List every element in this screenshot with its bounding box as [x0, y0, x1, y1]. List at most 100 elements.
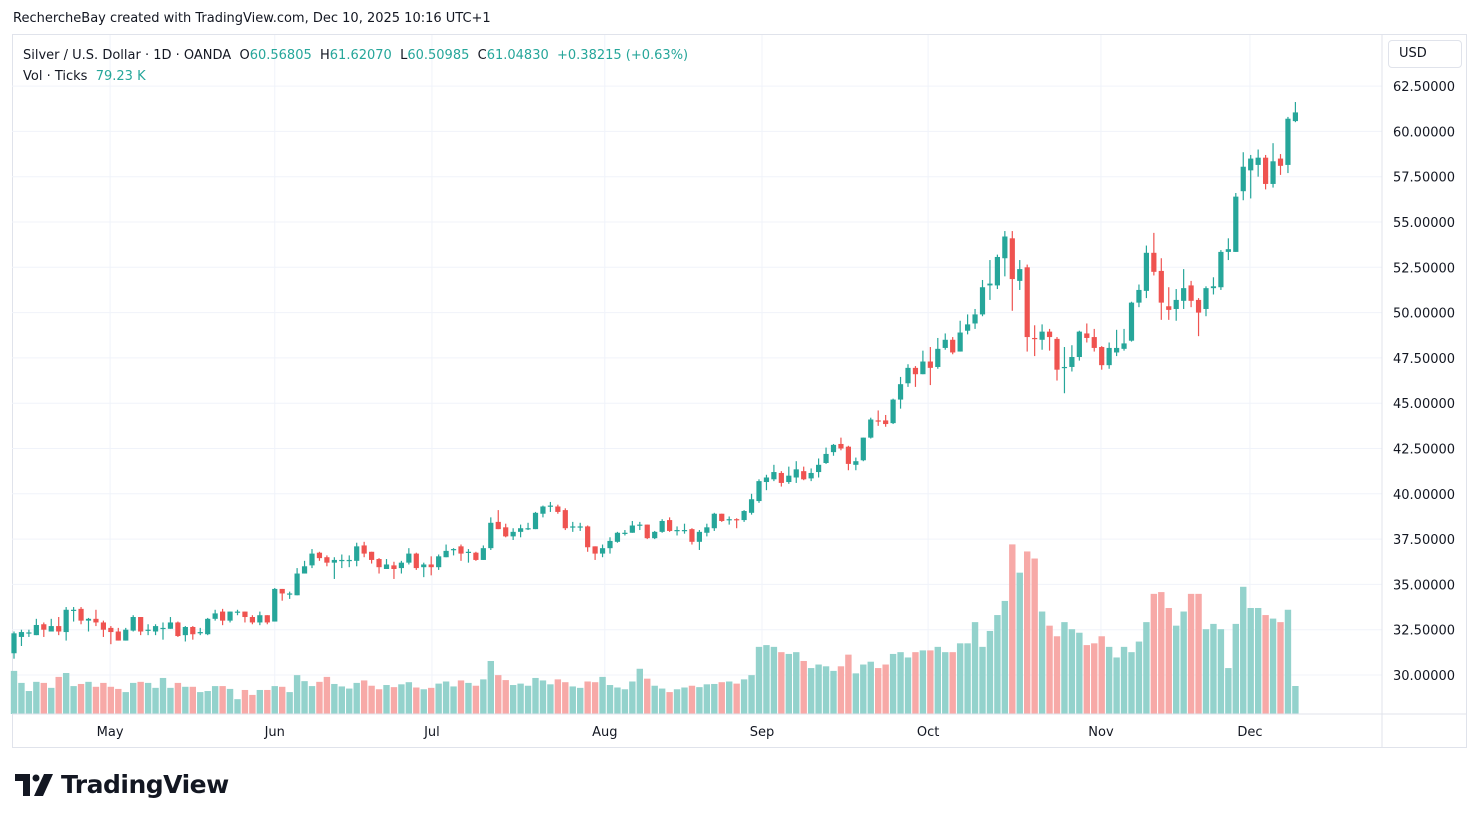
candle[interactable] — [346, 555, 352, 568]
candle[interactable] — [994, 254, 1000, 290]
candle[interactable] — [719, 513, 725, 522]
candle[interactable] — [473, 551, 479, 561]
candle[interactable] — [205, 617, 211, 636]
candle[interactable] — [71, 607, 77, 622]
candle[interactable] — [726, 516, 732, 525]
candle[interactable] — [1099, 346, 1105, 370]
candle[interactable] — [26, 629, 32, 637]
candle[interactable] — [897, 376, 904, 409]
candle[interactable] — [853, 457, 859, 471]
candle[interactable] — [681, 523, 688, 534]
candle[interactable] — [1218, 250, 1224, 290]
candle[interactable] — [436, 554, 442, 570]
candle[interactable] — [465, 549, 472, 563]
candle[interactable] — [1173, 289, 1179, 321]
candle[interactable] — [495, 510, 501, 530]
candle[interactable] — [1024, 264, 1030, 352]
candle[interactable] — [875, 410, 881, 426]
candle[interactable] — [696, 530, 702, 550]
candle[interactable] — [41, 622, 47, 637]
candle[interactable] — [644, 524, 650, 540]
candle[interactable] — [1121, 328, 1127, 351]
candle[interactable] — [883, 414, 889, 427]
candle[interactable] — [398, 560, 404, 574]
candle[interactable] — [354, 542, 360, 567]
candle[interactable] — [622, 530, 628, 536]
candle[interactable] — [592, 546, 598, 560]
candle[interactable] — [56, 617, 62, 636]
candle[interactable] — [778, 471, 784, 487]
candle[interactable] — [510, 528, 516, 541]
candle[interactable] — [108, 626, 114, 645]
candle[interactable] — [1136, 284, 1142, 308]
candle[interactable] — [93, 609, 99, 627]
candle[interactable] — [279, 588, 285, 601]
candle[interactable] — [294, 568, 300, 596]
candle[interactable] — [309, 549, 315, 569]
candle[interactable] — [264, 615, 270, 625]
candle[interactable] — [242, 611, 248, 623]
candle[interactable] — [1069, 345, 1075, 372]
candle[interactable] — [391, 561, 397, 579]
candle[interactable] — [1091, 328, 1097, 352]
candle[interactable] — [421, 562, 427, 578]
candle[interactable] — [1017, 260, 1023, 290]
candle[interactable] — [763, 474, 770, 491]
candle[interactable] — [667, 517, 673, 532]
candle[interactable] — [145, 624, 151, 636]
candle[interactable] — [674, 526, 680, 536]
candle[interactable] — [1225, 238, 1231, 261]
candle[interactable] — [1240, 152, 1246, 201]
candle[interactable] — [965, 314, 971, 335]
candle[interactable] — [175, 621, 181, 637]
candle[interactable] — [935, 337, 941, 369]
candle[interactable] — [383, 559, 390, 569]
candle[interactable] — [585, 525, 591, 552]
candle[interactable] — [1084, 323, 1090, 343]
candle[interactable] — [912, 366, 919, 387]
candle[interactable] — [547, 501, 553, 512]
candle[interactable] — [957, 320, 963, 352]
candle[interactable] — [450, 548, 457, 556]
candle[interactable] — [18, 629, 25, 647]
candle[interactable] — [830, 443, 837, 456]
candle[interactable] — [1009, 231, 1015, 311]
candle[interactable] — [607, 537, 613, 554]
candle[interactable] — [182, 626, 188, 642]
candle[interactable] — [711, 512, 717, 531]
candle[interactable] — [11, 631, 17, 659]
candle[interactable] — [614, 531, 621, 543]
candle[interactable] — [786, 466, 792, 484]
candle[interactable] — [413, 552, 419, 570]
candle[interactable] — [525, 522, 531, 531]
candle[interactable] — [48, 618, 54, 632]
candle[interactable] — [316, 551, 323, 561]
candle[interactable] — [1061, 347, 1068, 394]
candle[interactable] — [793, 461, 799, 483]
candle[interactable] — [257, 611, 263, 626]
candle[interactable] — [659, 519, 665, 533]
candle[interactable] — [629, 520, 635, 533]
candle[interactable] — [1292, 102, 1298, 123]
candle[interactable] — [979, 279, 986, 317]
candle[interactable] — [63, 607, 69, 641]
candle[interactable] — [801, 466, 807, 481]
candle[interactable] — [748, 493, 755, 515]
volume-label[interactable]: Vol · Ticks — [23, 69, 88, 84]
candle[interactable] — [85, 617, 92, 632]
candle[interactable] — [518, 524, 524, 538]
candle[interactable] — [1270, 143, 1276, 188]
candle[interactable] — [689, 528, 695, 545]
candle[interactable] — [339, 554, 345, 569]
candle[interactable] — [1106, 342, 1112, 369]
candle[interactable] — [227, 611, 233, 623]
candle[interactable] — [637, 521, 643, 531]
candle[interactable] — [1143, 245, 1149, 299]
candle[interactable] — [942, 333, 948, 350]
candle[interactable] — [123, 627, 129, 641]
candle[interactable] — [406, 548, 412, 565]
candle[interactable] — [100, 620, 106, 637]
candle[interactable] — [1255, 149, 1261, 177]
candle[interactable] — [287, 591, 293, 599]
